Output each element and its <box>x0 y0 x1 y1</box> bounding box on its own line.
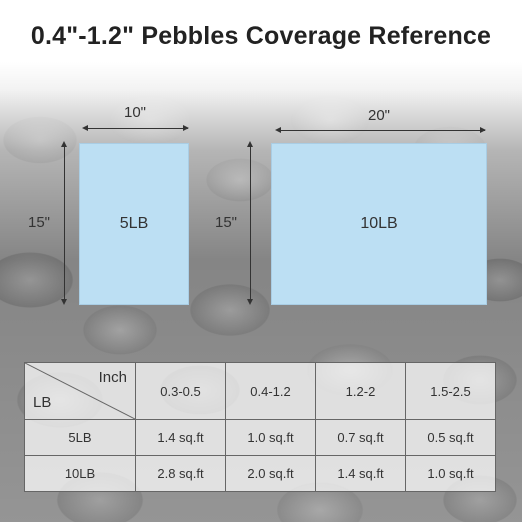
arrow-left-icon <box>275 127 281 133</box>
arrow-up-icon <box>247 141 253 147</box>
arrow-right-icon <box>480 127 486 133</box>
panel-2-width-label: 20" <box>368 107 391 124</box>
table-row: 10LB 2.8 sq.ft 2.0 sq.ft 1.4 sq.ft 1.0 s… <box>24 455 496 492</box>
corner-inch-label: Inch <box>98 369 127 386</box>
column-header: 0.3-0.5 <box>135 362 226 420</box>
arrow-up-icon <box>61 141 67 147</box>
panel-1-height-label: 15" <box>28 214 51 231</box>
coverage-table: Inch LB 0.3-0.5 0.4-1.2 1.2-2 1.5-2.5 5L… <box>24 362 496 492</box>
table-cell: 0.5 sq.ft <box>405 419 496 456</box>
arrow-right-icon <box>183 125 189 131</box>
arrow-left-icon <box>82 125 88 131</box>
column-header: 1.2-2 <box>315 362 406 420</box>
arrow-down-icon <box>61 299 67 305</box>
table-cell: 0.7 sq.ft <box>315 419 406 456</box>
row-label: 10LB <box>24 455 136 492</box>
panel-5lb-label: 5LB <box>119 215 149 232</box>
panel-1-width-line <box>84 128 188 129</box>
panel-2-height-line <box>250 143 251 303</box>
panel-1-height-line <box>64 143 65 303</box>
panel-10lb: 10LB <box>271 143 487 305</box>
table-cell: 2.8 sq.ft <box>135 455 226 492</box>
table-cell: 1.0 sq.ft <box>405 455 496 492</box>
panel-1-width-label: 10" <box>124 104 147 121</box>
panel-5lb: 5LB <box>79 143 189 305</box>
panel-2-width-line <box>277 130 485 131</box>
corner-lb-label: LB <box>33 394 52 411</box>
row-label: 5LB <box>24 419 136 456</box>
table-cell: 1.0 sq.ft <box>225 419 316 456</box>
panel-2-height-label: 15" <box>215 214 238 231</box>
table-cell: 1.4 sq.ft <box>135 419 226 456</box>
table-header-row: Inch LB 0.3-0.5 0.4-1.2 1.2-2 1.5-2.5 <box>24 362 496 420</box>
arrow-down-icon <box>247 299 253 305</box>
table-row: 5LB 1.4 sq.ft 1.0 sq.ft 0.7 sq.ft 0.5 sq… <box>24 419 496 456</box>
panel-10lb-label: 10LB <box>360 215 398 232</box>
column-header: 1.5-2.5 <box>405 362 496 420</box>
table-corner-cell: Inch LB <box>24 362 136 420</box>
table-cell: 1.4 sq.ft <box>315 455 406 492</box>
diagonal-divider <box>25 363 135 419</box>
page-title: 0.4"-1.2" Pebbles Coverage Reference <box>30 22 492 50</box>
column-header: 0.4-1.2 <box>225 362 316 420</box>
table-cell: 2.0 sq.ft <box>225 455 316 492</box>
